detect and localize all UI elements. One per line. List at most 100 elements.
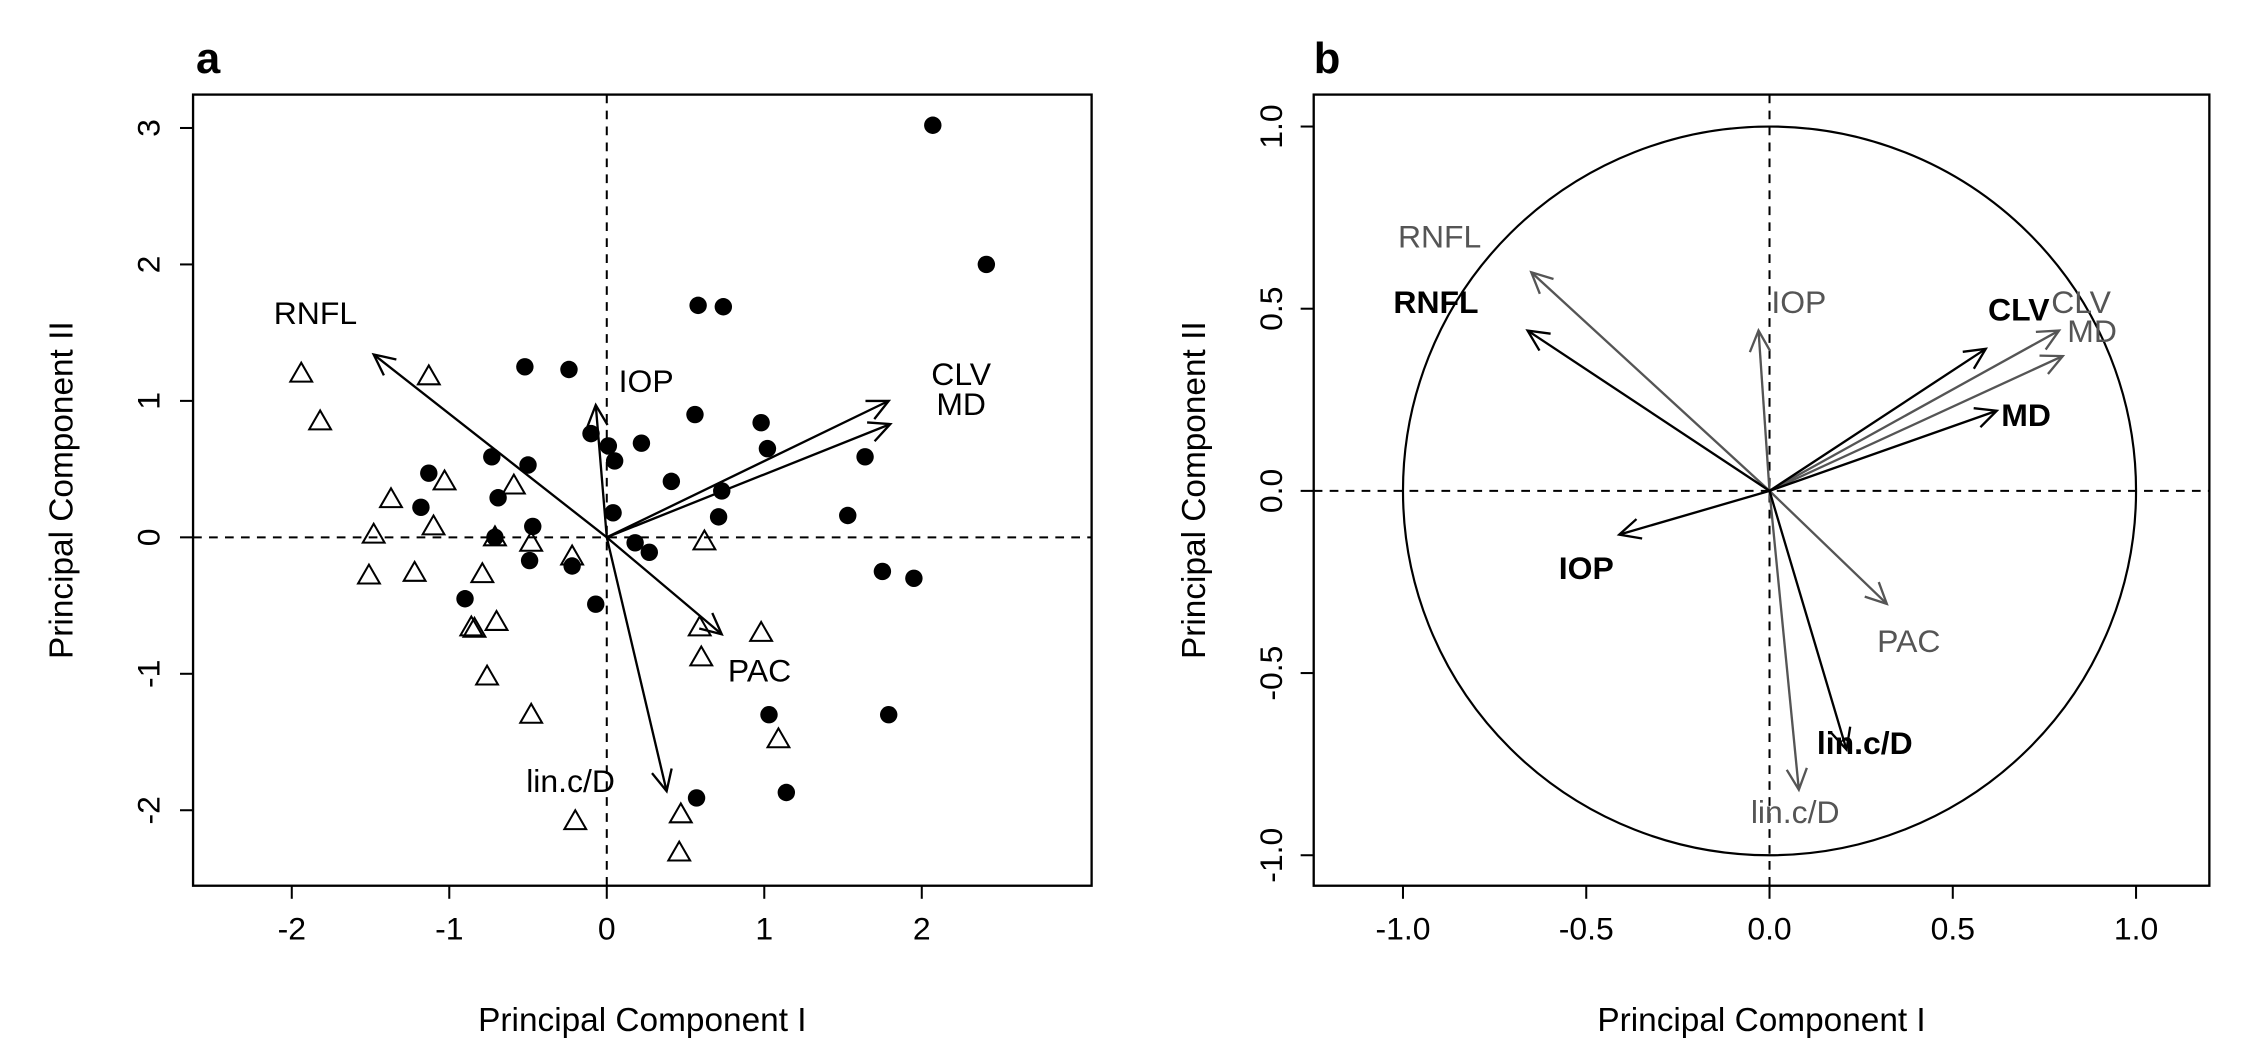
data-point-circle — [760, 706, 778, 724]
arrowhead-icon — [1748, 327, 1772, 353]
x-tick-label: -1 — [435, 910, 463, 946]
data-point-circle — [873, 562, 892, 581]
vector-line — [1768, 347, 1987, 492]
data-point-circle — [632, 434, 651, 452]
data-point-circle — [483, 448, 501, 466]
vector-label: RNFL — [1393, 284, 1478, 320]
x-axis-title: Principal Component I — [478, 1002, 806, 1039]
vector-line — [372, 353, 608, 539]
vector-line — [606, 536, 723, 636]
vector-label: PAC — [1877, 623, 1940, 659]
data-point-circle — [709, 508, 728, 526]
vector-label: MD — [936, 386, 986, 422]
data-point-triangle — [501, 472, 527, 495]
data-point-triangle — [458, 614, 484, 637]
data-point-triangle — [461, 615, 488, 638]
data-point-triangle — [307, 408, 333, 431]
arrowhead-icon — [1525, 329, 1551, 352]
data-point-triangle — [420, 513, 447, 536]
data-point-circle — [686, 405, 704, 424]
arrowhead-icon — [1616, 518, 1643, 540]
vector-line — [1769, 355, 2064, 492]
loading-vector-rnfl: RNFL — [274, 295, 608, 539]
loading-vector-lincd: lin.c/D — [526, 537, 673, 799]
data-point-circle — [604, 504, 622, 522]
data-point-circle — [662, 472, 681, 491]
loading-vector-lincd: lin.c/D — [1751, 490, 1840, 830]
loading-vector-clv: CLV — [1768, 284, 2112, 492]
data-point-triangle — [748, 619, 774, 642]
data-point-circle — [520, 551, 539, 570]
vector-line — [606, 399, 890, 539]
x-tick-label: 1 — [755, 910, 773, 946]
y-tick-label: 3 — [131, 119, 167, 137]
x-tick-label: -1.0 — [1375, 910, 1430, 946]
arrowhead-icon — [2035, 329, 2062, 351]
data-point-triangle — [687, 614, 713, 637]
arrowhead-icon — [865, 399, 892, 420]
data-point-triangle — [668, 801, 694, 824]
loading-vector-md: MD — [1769, 397, 2051, 492]
x-tick-label: 0.5 — [1931, 910, 1975, 946]
loading-vector-pac: PAC — [606, 536, 791, 688]
y-tick-label: -1 — [131, 660, 167, 688]
vector-label: lin.c/D — [1817, 725, 1913, 761]
data-point-triangle — [356, 562, 382, 585]
arrowhead-icon — [1973, 407, 2000, 429]
loading-vector-clv: CLV — [1768, 291, 2050, 492]
vector-line — [1768, 490, 1848, 750]
vector-label: CLV — [1988, 291, 2050, 327]
data-point-triangle — [431, 468, 458, 491]
vector-label: IOP — [1771, 284, 1826, 320]
y-tick-label: -2 — [131, 796, 167, 824]
data-point-triangle — [562, 808, 588, 831]
y-tick-label: 2 — [131, 256, 167, 274]
vector-line — [594, 404, 608, 538]
vector-line — [1768, 490, 1888, 605]
data-point-circle — [519, 456, 537, 474]
vector-line — [1618, 489, 1770, 536]
y-tick-label: 0.0 — [1253, 469, 1289, 513]
vector-line — [1530, 271, 1771, 492]
data-point-circle — [626, 534, 644, 552]
data-point-triangle — [691, 528, 718, 551]
x-tick-label: 0 — [598, 910, 616, 946]
x-tick-label: 0.0 — [1747, 910, 1791, 946]
panel-label: a — [196, 35, 221, 83]
arrowhead-icon — [1529, 270, 1554, 295]
arrowhead-icon — [2039, 354, 2066, 375]
data-point-triangle — [474, 663, 500, 686]
arrowhead-icon — [1962, 347, 1988, 370]
loading-vector-md: MD — [1769, 313, 2117, 492]
arrowhead-icon — [651, 768, 673, 794]
loading-vector-iop: IOP — [586, 363, 674, 538]
data-point-circle — [752, 414, 770, 432]
data-point-triangle — [688, 644, 714, 667]
data-point-circle — [879, 706, 898, 724]
data-point-triangle — [416, 363, 442, 386]
data-point-circle — [714, 298, 733, 316]
arrowhead-icon — [586, 402, 609, 428]
x-tick-label: -0.5 — [1559, 910, 1614, 946]
data-point-circle — [905, 569, 923, 587]
vector-line — [605, 537, 668, 792]
data-point-triangle — [482, 524, 508, 547]
loading-vector-iop: IOP — [1748, 284, 1826, 491]
data-point-circle — [640, 543, 659, 562]
y-tick-label: 0.5 — [1253, 287, 1289, 331]
y-tick-label: 1.0 — [1253, 104, 1289, 148]
vector-label: CLV — [2051, 284, 2111, 320]
data-point-circle — [777, 783, 796, 802]
y-axis-title: Principal Component II — [44, 321, 81, 659]
y-tick-label: -0.5 — [1253, 646, 1289, 701]
vector-line — [1769, 409, 1998, 492]
data-point-circle — [587, 595, 605, 613]
vector-line — [1768, 490, 1800, 790]
data-point-circle — [456, 590, 474, 608]
data-point-triangle — [559, 543, 585, 566]
data-point-circle — [687, 789, 706, 807]
vector-line — [1757, 330, 1771, 491]
arrowhead-icon — [1829, 726, 1852, 753]
